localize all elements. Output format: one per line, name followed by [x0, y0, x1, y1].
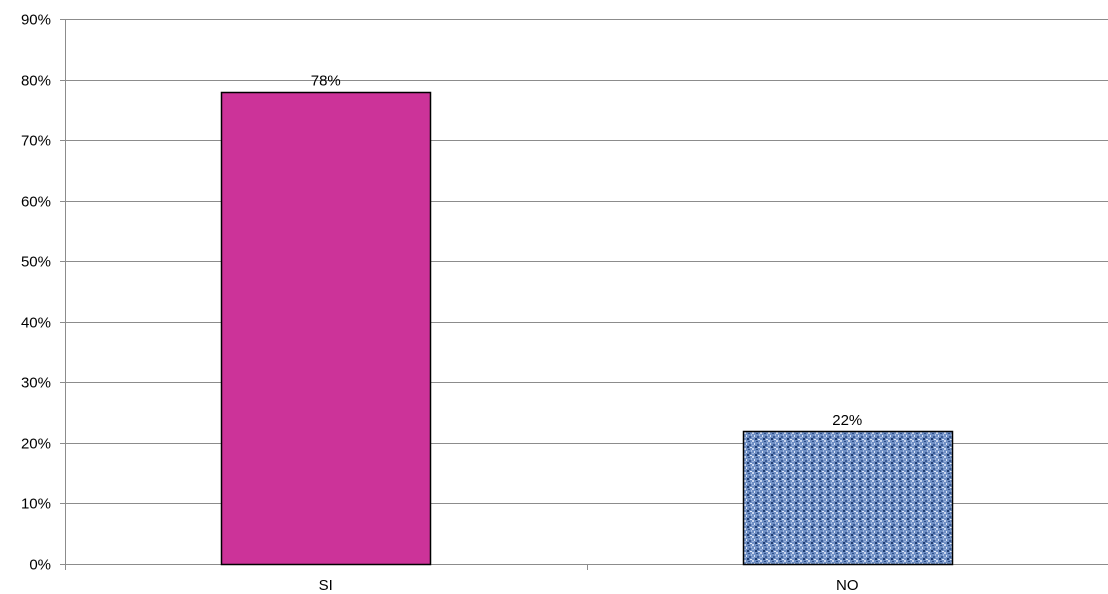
y-tick-label: 90% [21, 12, 51, 29]
data-label-no: 22% [832, 412, 862, 429]
category-label-no: NO [836, 577, 859, 594]
y-tick-label: 30% [21, 375, 51, 392]
y-tick-label: 80% [21, 73, 51, 90]
y-tick-label: 10% [21, 496, 51, 513]
bar-no [742, 430, 954, 566]
y-axis: 0% 10% 20% 30% 40% 50% 60% 70% 80% 90% [21, 12, 66, 574]
y-tick-label: 0% [29, 557, 51, 574]
data-label-si: 78% [311, 73, 341, 90]
category-label-si: SI [319, 577, 333, 594]
x-axis: SI NO [65, 564, 1108, 594]
bar-si [220, 91, 432, 566]
bars: 78% 22% [220, 73, 954, 566]
y-tick-label: 20% [21, 436, 51, 453]
y-tick-label: 60% [21, 194, 51, 211]
y-tick-label: 70% [21, 133, 51, 150]
y-tick-label: 50% [21, 254, 51, 271]
y-tick-label: 40% [21, 315, 51, 332]
